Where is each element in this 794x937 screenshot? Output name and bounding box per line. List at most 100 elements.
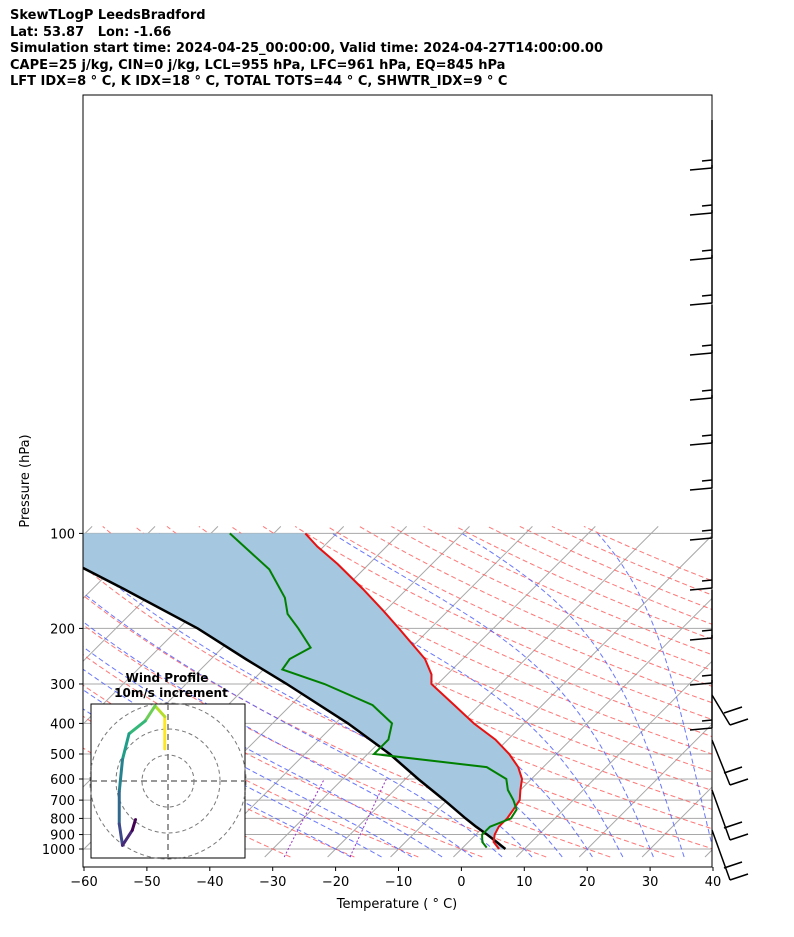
wind-barb-flag bbox=[689, 167, 713, 171]
header-indices-1: CAPE=25 j/kg, CIN=0 j/kg, LCL=955 hPa, L… bbox=[10, 57, 506, 73]
y-tick-label: 100 bbox=[50, 527, 75, 542]
wind-barb-flag bbox=[689, 637, 713, 641]
dry-adiabat-line bbox=[487, 525, 712, 625]
wind-barb-flag bbox=[689, 257, 713, 261]
isotherm-line bbox=[0, 526, 29, 857]
dry-adiabat-line bbox=[83, 594, 611, 858]
header-title: SkewTLogP LeedsBradford bbox=[10, 8, 206, 23]
wind-barb-flag bbox=[723, 766, 743, 774]
y-tick-label: 500 bbox=[50, 748, 75, 763]
moist-adiabat-line bbox=[158, 533, 593, 858]
isotherm-line bbox=[768, 526, 794, 857]
isotherm-line bbox=[578, 723, 712, 858]
x-tick-label: −40 bbox=[196, 875, 223, 890]
sounding-lines bbox=[83, 532, 524, 850]
dry-adiabat-line bbox=[262, 525, 712, 738]
wind-barb-flag bbox=[701, 674, 713, 677]
moist-adiabat-line bbox=[233, 532, 624, 858]
wind-barb-flag bbox=[701, 294, 713, 297]
isotherm-line bbox=[515, 660, 712, 858]
wind-barb-flag bbox=[701, 479, 713, 482]
hodograph-segment bbox=[130, 818, 137, 832]
dry-adiabat-line bbox=[519, 525, 712, 611]
header-indices-2: LFT IDX=8 ° C, K IDX=18 ° C, TOTAL TOTS=… bbox=[10, 74, 508, 90]
wind-profile-subtitle: 10m/s increment bbox=[114, 686, 228, 700]
wind-barb-flag bbox=[723, 821, 743, 829]
hodograph-segment bbox=[117, 822, 124, 847]
wind-barb-flag bbox=[729, 778, 749, 786]
moist-adiabat-line bbox=[83, 668, 413, 858]
wind-barb-flag bbox=[701, 529, 713, 532]
wind-barb-flag bbox=[689, 682, 713, 686]
wind-barb-flag bbox=[729, 873, 749, 881]
header-times: Simulation start time: 2024-04-25_00:00:… bbox=[10, 41, 603, 57]
wind-barb-flag bbox=[689, 727, 713, 731]
x-tick-label: 20 bbox=[579, 875, 596, 890]
x-tick-label: 30 bbox=[642, 875, 659, 890]
hodograph-segment bbox=[121, 828, 134, 847]
wind-barb-flag bbox=[701, 249, 713, 252]
mixing-ratio-line bbox=[349, 778, 387, 858]
mixing-ratio-line bbox=[283, 778, 325, 858]
dewpoint-line bbox=[229, 532, 518, 849]
y-tick-label: 300 bbox=[50, 678, 75, 693]
y-tick-label: 200 bbox=[50, 622, 75, 637]
x-tick-label: 40 bbox=[705, 875, 722, 890]
x-axis-label: Temperature ( ° C) bbox=[336, 897, 457, 912]
axis-ticks: −60 −50 −40 −30 −20 −10 0 10 20 30 40 100 200 300 400 5… bbox=[42, 527, 721, 890]
hodograph-segment bbox=[153, 704, 167, 719]
dry-adiabat-line bbox=[102, 526, 712, 830]
y-tick-label: 800 bbox=[50, 812, 75, 827]
wind-barb-flag bbox=[689, 587, 713, 591]
isotherm-line bbox=[83, 526, 93, 537]
wind-barb-flag bbox=[689, 352, 713, 356]
y-tick-label: 700 bbox=[50, 794, 75, 809]
wind-barb-flag bbox=[701, 204, 713, 207]
dry-adiabat-line bbox=[198, 525, 712, 773]
wind-profile-ring bbox=[89, 702, 247, 860]
dry-adiabat-line bbox=[327, 525, 712, 704]
wind-barb-flag bbox=[701, 579, 713, 582]
wind-barb-flag bbox=[729, 833, 749, 841]
hodograph-segment bbox=[143, 704, 157, 723]
chart-header: SkewTLogP LeedsBradford Lat: 53.87 Lon: … bbox=[10, 8, 603, 91]
wind-barb-flag bbox=[701, 629, 713, 632]
hodograph-segment bbox=[117, 758, 124, 794]
wind-barb-flag bbox=[701, 344, 713, 347]
y-tick-label: 600 bbox=[50, 773, 75, 788]
y-tick-label: 400 bbox=[50, 717, 75, 732]
hodograph-segment bbox=[121, 732, 131, 762]
moist-adiabat-line bbox=[83, 592, 503, 858]
wind-barb-flag bbox=[729, 718, 749, 726]
dry-adiabat-line bbox=[83, 654, 483, 858]
wind-barb-staff bbox=[711, 789, 731, 841]
y-axis-label: Pressure (hPa) bbox=[18, 434, 33, 527]
wind-barbs bbox=[689, 120, 749, 881]
wind-barb-flag bbox=[689, 302, 713, 306]
wind-barb-staff bbox=[711, 829, 731, 881]
y-tick-label: 900 bbox=[50, 829, 75, 844]
x-tick-label: 0 bbox=[457, 875, 465, 890]
wind-barb-flag bbox=[701, 719, 713, 722]
isotherm-line bbox=[83, 526, 156, 600]
dry-adiabat-line bbox=[391, 525, 712, 671]
cape-cin-area bbox=[83, 533, 522, 849]
moist-adiabat-line bbox=[83, 646, 443, 858]
x-tick-label: −60 bbox=[70, 875, 97, 890]
hodograph-segment bbox=[127, 719, 147, 736]
wind-barb-flag bbox=[701, 159, 713, 162]
wind-barb-flag bbox=[689, 537, 713, 541]
wind-barb-staff bbox=[711, 694, 731, 726]
isotherm-line bbox=[327, 526, 659, 858]
x-tick-label: −20 bbox=[322, 875, 349, 890]
y-tick-label: 1000 bbox=[42, 843, 75, 858]
parcel-profile-line bbox=[83, 566, 507, 850]
isotherm-line bbox=[641, 786, 712, 858]
header-location: Lat: 53.87 Lon: -1.66 bbox=[10, 24, 172, 40]
dry-adiabat-line bbox=[583, 525, 712, 582]
x-tick-label: −30 bbox=[259, 875, 286, 890]
wind-barb-flag bbox=[723, 706, 743, 714]
wind-profile-title: Wind Profile bbox=[126, 671, 209, 685]
wind-barb-flag bbox=[689, 212, 713, 216]
wind-barb-staff bbox=[711, 739, 731, 786]
